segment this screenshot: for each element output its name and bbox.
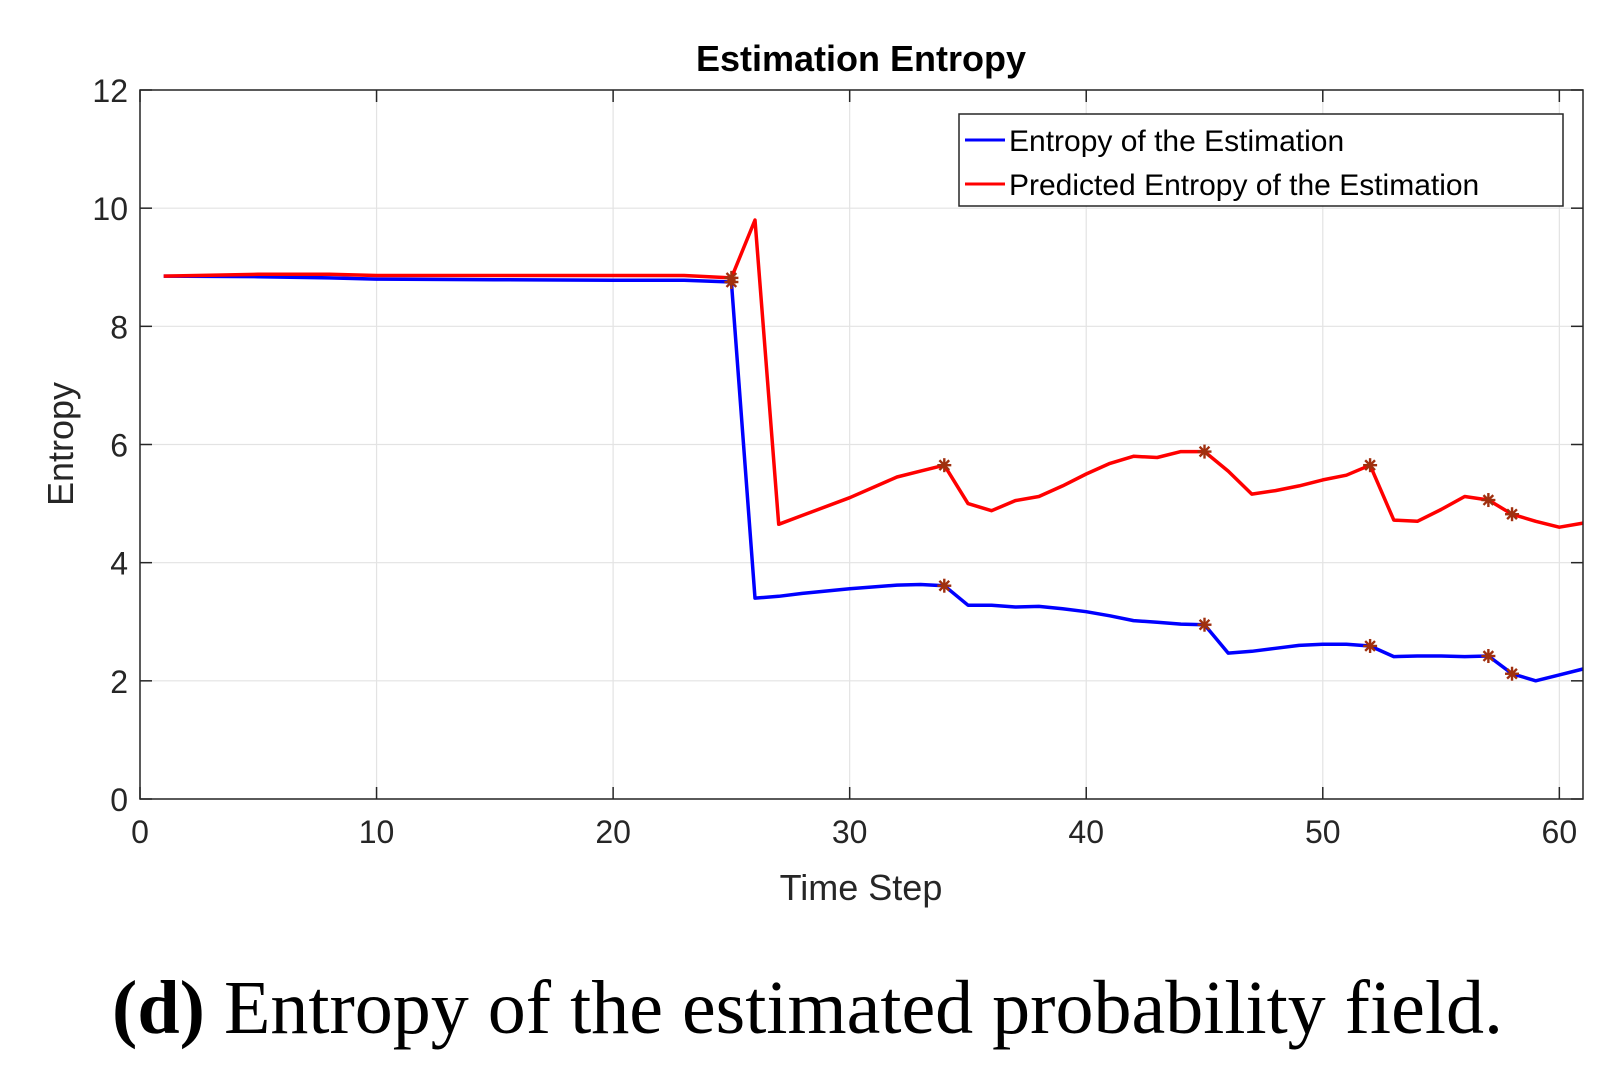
asterisk-marker [1505, 507, 1520, 522]
chart: 0 10 20 30 40 50 60 0 2 4 6 8 10 12 Estimation Entrop… [40, 38, 1584, 908]
asterisk-marker [1363, 638, 1378, 653]
x-tick-label: 10 [359, 814, 395, 850]
series-lines [163, 218, 1584, 683]
asterisk-marker [1505, 666, 1520, 681]
legend-box [958, 113, 1564, 207]
figure-caption: (d) Entropy of the estimated probability… [0, 965, 1615, 1052]
legend: Entropy of the Estimation Predicted Entr… [958, 113, 1564, 207]
x-tick-label: 30 [832, 814, 868, 850]
caption-text: Entropy of the estimated probability fie… [204, 966, 1503, 1050]
y-tick-label: 2 [110, 664, 128, 700]
caption-label: (d) [112, 966, 205, 1050]
series-line-entropy [163, 274, 1584, 683]
x-tick-label: 20 [595, 814, 631, 850]
x-tick-label: 60 [1542, 814, 1578, 850]
series-line-predicted-entropy [163, 218, 1584, 529]
x-tick-label: 0 [131, 814, 149, 850]
legend-entry-predicted-entropy: Predicted Entropy of the Estimation [1009, 169, 1479, 202]
asterisk-marker [1481, 649, 1496, 664]
y-tick-label: 12 [92, 73, 128, 109]
y-tick-label: 0 [110, 782, 128, 818]
asterisk-marker [937, 578, 952, 593]
y-tick-label: 8 [110, 309, 128, 345]
x-tick-label: 40 [1068, 814, 1104, 850]
asterisk-marker [937, 458, 952, 473]
y-tick-label: 4 [110, 546, 128, 582]
axis-ticks: 0 10 20 30 40 50 60 0 2 4 6 8 10 12 [92, 73, 1583, 850]
legend-entry-entropy: Entropy of the Estimation [1009, 125, 1344, 158]
asterisk-marker [1363, 458, 1378, 473]
x-tick-label: 50 [1305, 814, 1341, 850]
asterisk-marker [724, 270, 739, 285]
asterisk-marker [1197, 444, 1212, 459]
markers [724, 270, 1520, 681]
y-tick-label: 10 [92, 191, 128, 227]
asterisk-marker [1197, 617, 1212, 632]
y-axis-label: Entropy [40, 382, 81, 506]
y-tick-label: 6 [110, 428, 128, 464]
chart-title: Estimation Entropy [696, 38, 1026, 79]
x-axis-label: Time Step [780, 867, 943, 908]
asterisk-marker [1481, 493, 1496, 508]
